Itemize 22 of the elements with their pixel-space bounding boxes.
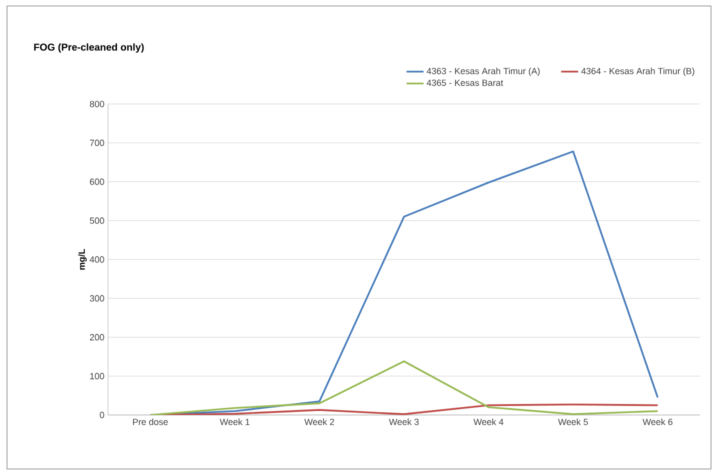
y-tick-label: 500 bbox=[90, 217, 104, 224]
x-tick-label: Week 4 bbox=[474, 418, 504, 426]
y-tick-label: 0 bbox=[100, 412, 104, 418]
y-tick-label: 100 bbox=[90, 372, 104, 380]
line-series bbox=[149, 360, 659, 415]
x-tick-label: Week 1 bbox=[220, 418, 250, 426]
y-tick-label: 800 bbox=[90, 100, 104, 108]
chart-title: FOG (Pre-cleaned only) bbox=[34, 43, 144, 53]
y-tick-label: 700 bbox=[90, 140, 104, 146]
legend-label: 4365 - Kesas Barat bbox=[426, 80, 504, 86]
y-tick-label: 600 bbox=[90, 178, 104, 185]
x-tick-label: Week 2 bbox=[304, 418, 334, 426]
x-tick-label: Week 3 bbox=[388, 418, 419, 426]
y-tick-label: 300 bbox=[90, 295, 104, 302]
legend-label: 4363 - Kesas Arah Timur (A) bbox=[426, 68, 540, 76]
x-tick-label: Week 6 bbox=[642, 418, 672, 426]
y-tick-label: 200 bbox=[90, 334, 104, 340]
y-axis-title: mg/L bbox=[78, 249, 87, 270]
legend-label: 4364 - Kesas Arah Timur (B) bbox=[581, 68, 694, 76]
x-tick-label: Week 5 bbox=[558, 418, 588, 426]
x-tick-label: Pre dose bbox=[133, 418, 168, 426]
y-tick-label: 400 bbox=[90, 256, 104, 263]
